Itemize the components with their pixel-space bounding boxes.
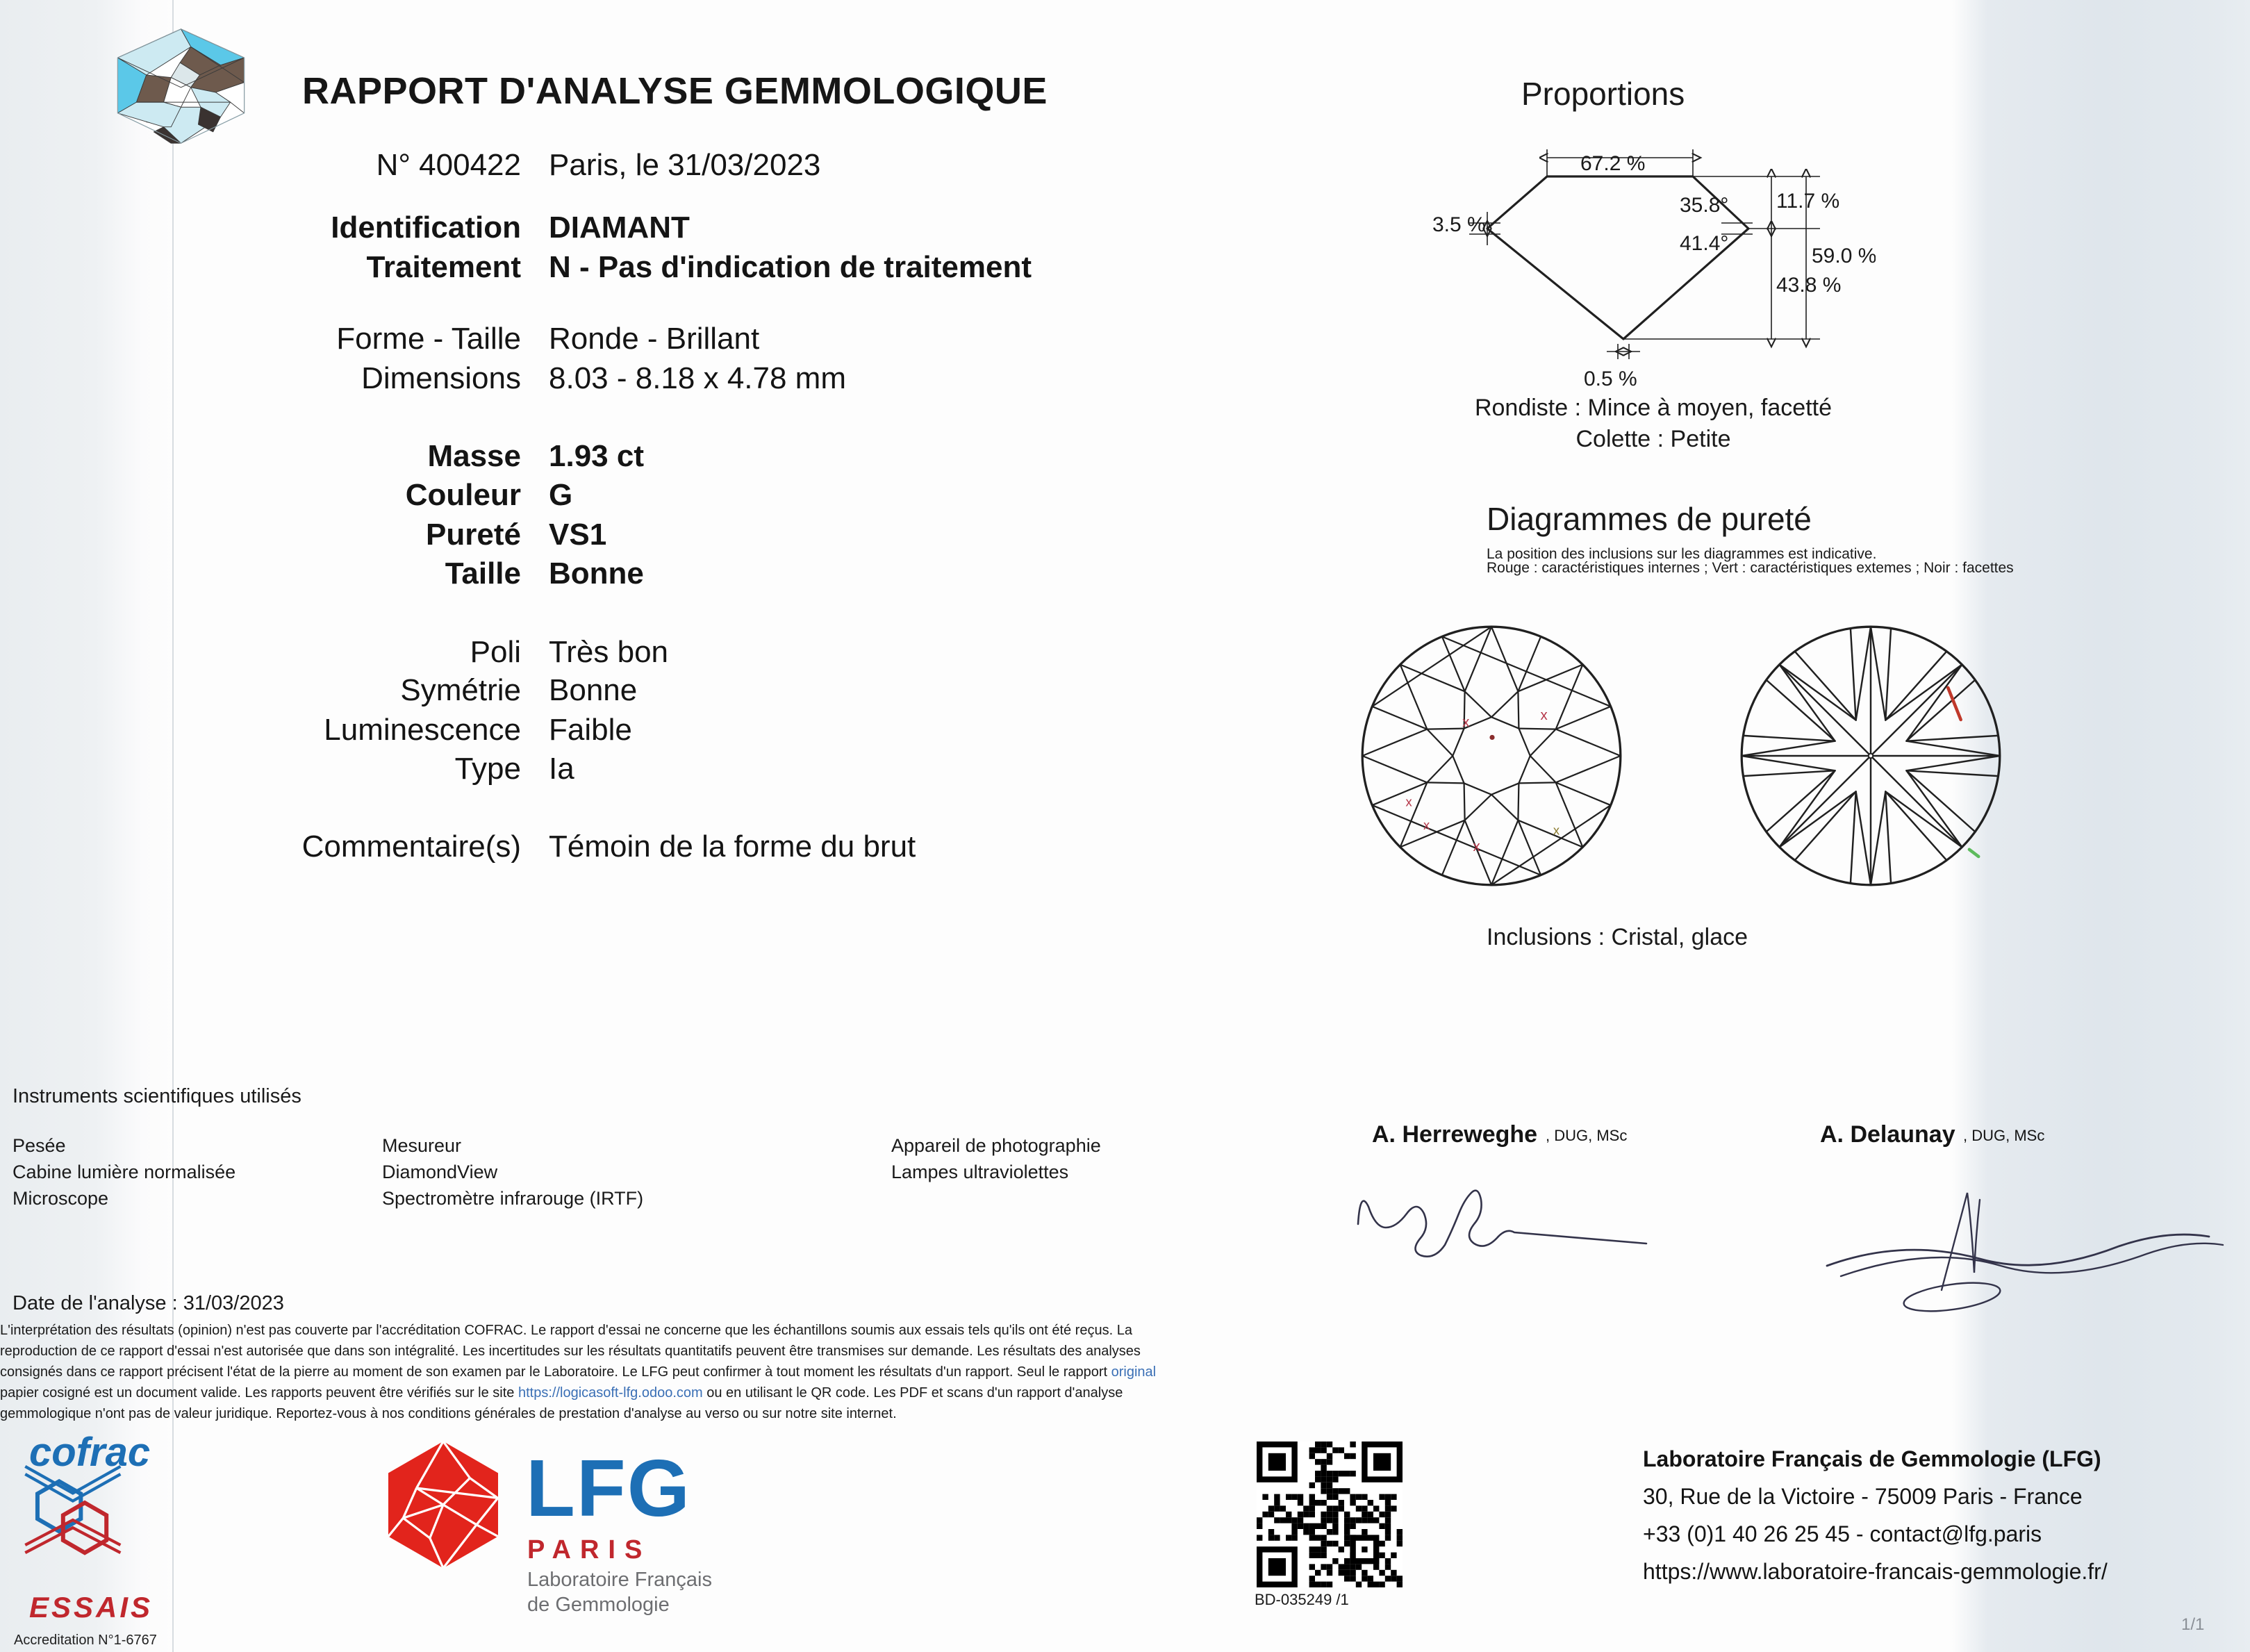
svg-text:x: x — [1540, 708, 1547, 723]
svg-text:67.2 %: 67.2 % — [1580, 152, 1645, 175]
svg-text:59.0 %: 59.0 % — [1812, 245, 1876, 267]
svg-text:x: x — [1405, 794, 1412, 809]
svg-text:x: x — [1423, 818, 1430, 832]
svg-text:35.8°: 35.8° — [1680, 194, 1728, 217]
svg-text:41.4°: 41.4° — [1680, 232, 1728, 255]
svg-text:x: x — [1473, 839, 1480, 854]
svg-text:11.7 %: 11.7 % — [1776, 190, 1839, 213]
svg-text:0.5 %: 0.5 % — [1584, 367, 1637, 390]
svg-text:3.5 %: 3.5 % — [1432, 213, 1486, 236]
svg-text:43.8 %: 43.8 % — [1776, 274, 1841, 297]
svg-text:x: x — [1462, 715, 1469, 730]
svg-text:x: x — [1553, 823, 1560, 837]
